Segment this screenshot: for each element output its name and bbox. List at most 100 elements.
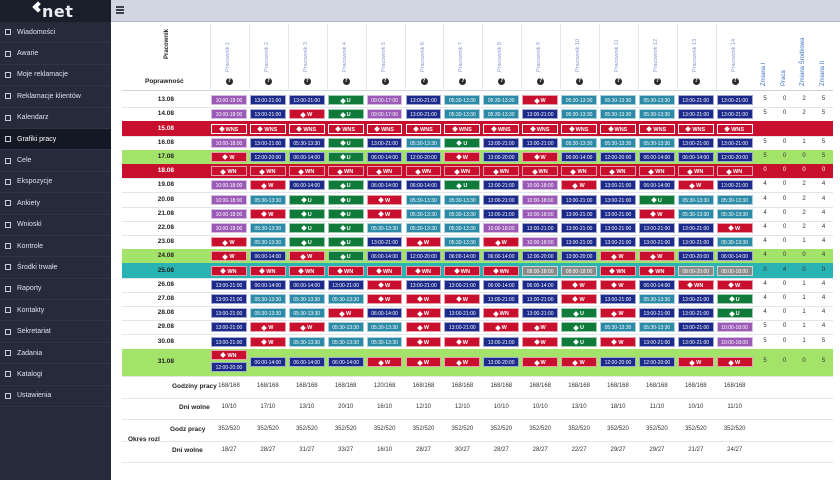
sidebar-item-catalog[interactable]: Katalogi <box>0 364 111 386</box>
shift-cell-w[interactable]: W <box>249 322 286 333</box>
shift-cell-wn[interactable]: WN <box>638 166 675 177</box>
shift-cell[interactable]: 10:00-18:00 <box>522 208 559 219</box>
shift-cell[interactable]: 05:30-13:30 <box>677 194 714 205</box>
sidebar-item-display[interactable]: Ekspozycje <box>0 172 111 194</box>
shift-cell[interactable]: 06:00-14:00 <box>366 180 403 191</box>
shift-cell-w[interactable]: W <box>561 357 597 368</box>
sidebar-item-office[interactable]: Sekretariat <box>0 321 111 343</box>
shift-cell[interactable]: 13:00-21:00 <box>288 95 325 106</box>
shift-cell[interactable]: 05:30-13:30 <box>483 95 520 106</box>
shift-cell-wns[interactable]: WNS <box>677 123 714 134</box>
shift-cell-w[interactable]: W <box>716 357 753 368</box>
sidebar-item-target[interactable]: Cele <box>0 150 111 172</box>
shift-cell[interactable]: 05:30-13:30 <box>249 308 286 319</box>
shift-cell-wn[interactable]: WN <box>483 265 520 276</box>
shift-cell-wn[interactable]: WN <box>249 265 286 276</box>
shift-cell[interactable]: 06:00-14:00 <box>638 151 675 162</box>
shift-cell-wn[interactable]: WN <box>327 166 364 177</box>
shift-cell[interactable]: 13:00-21:00 <box>444 279 481 290</box>
employee-name[interactable]: Pracownik 4 <box>341 42 348 72</box>
shift-cell-u[interactable]: U <box>638 194 675 205</box>
shift-cell[interactable]: 13:00-21:00 <box>638 308 675 319</box>
shift-cell[interactable]: 06:00-14:00 <box>483 279 520 290</box>
shift-cell-wn[interactable]: WN <box>444 265 481 276</box>
shift-cell[interactable]: 06:00-14:00 <box>366 251 403 262</box>
shift-cell[interactable]: 10:00-18:00 <box>716 336 753 347</box>
shift-cell-w[interactable]: W <box>288 109 325 120</box>
shift-cell[interactable]: 13:00-21:00 <box>249 109 286 120</box>
shift-cell-w[interactable]: W <box>522 322 559 333</box>
shift-cell[interactable]: 13:00-21:00 <box>561 194 597 205</box>
sidebar-item-calendar[interactable]: Kalendarz <box>0 108 111 129</box>
shift-cell-wn[interactable]: WN <box>366 166 403 177</box>
shift-cell[interactable]: 05:30-13:30 <box>483 109 520 120</box>
shift-cell[interactable]: 05:30-13:30 <box>600 137 636 148</box>
help-icon[interactable]: ? <box>692 78 700 85</box>
shift-cell[interactable]: 09:00-17:00 <box>366 95 403 106</box>
shift-cell[interactable]: 12:00-20:00 <box>405 151 442 162</box>
shift-cell[interactable]: 13:00-21:00 <box>366 137 403 148</box>
shift-cell[interactable]: 13:00-21:00 <box>716 95 753 106</box>
shift-cell[interactable]: 05:30-13:30 <box>366 222 403 233</box>
shift-cell-w[interactable]: W <box>638 251 675 262</box>
shift-cell[interactable]: 06:00-14:00 <box>249 279 286 290</box>
shift-cell[interactable]: 10:00-18:00 <box>522 237 559 248</box>
shift-cell[interactable]: 13:00-21:00 <box>483 180 520 191</box>
shift-cell[interactable]: 05:30-13:30 <box>327 293 364 304</box>
shift-cell-wn[interactable]: WN <box>211 166 247 177</box>
shift-cell[interactable]: 13:00-21:00 <box>561 208 597 219</box>
shift-cell[interactable]: 13:00-21:00 <box>405 95 442 106</box>
shift-cell-w[interactable]: W <box>561 293 597 304</box>
shift-cell-w[interactable]: W <box>249 180 286 191</box>
sidebar-item-settings[interactable]: Ustawienia <box>0 386 111 408</box>
shift-cell[interactable]: 12:00-20:00 <box>522 251 559 262</box>
shift-cell[interactable]: 06:00-14:00 <box>561 151 597 162</box>
shift-cell-wn[interactable]: WN <box>677 166 714 177</box>
sidebar-item-tasks[interactable]: Zadania <box>0 343 111 365</box>
shift-cell-u[interactable]: U <box>288 194 325 205</box>
shift-cell[interactable]: 13:00-21:00 <box>483 336 520 347</box>
shift-cell-u[interactable]: U <box>716 308 753 319</box>
shift-cell-u[interactable]: U <box>288 208 325 219</box>
shift-cell-w[interactable]: W <box>249 336 286 347</box>
shift-cell[interactable]: 10:00-18:00 <box>522 180 559 191</box>
shift-cell-wn[interactable]: WN <box>483 308 520 319</box>
shift-cell-wn[interactable]: WN <box>327 265 364 276</box>
shift-cell[interactable]: 05:30-13:30 <box>444 194 481 205</box>
shift-cell-w[interactable]: W <box>638 208 675 219</box>
shift-cell-u[interactable]: U <box>327 194 364 205</box>
shift-cell-u[interactable]: U <box>327 237 364 248</box>
shift-cell[interactable]: 10:00-18:00 <box>716 322 753 333</box>
shift-cell-w[interactable]: W <box>600 336 636 347</box>
shift-cell[interactable]: 05:30-13:30 <box>249 293 286 304</box>
shift-cell[interactable]: 13:00-21:00 <box>677 137 714 148</box>
shift-cell-u[interactable]: U <box>561 322 597 333</box>
shift-cell-w[interactable]: W <box>405 322 442 333</box>
shift-cell[interactable]: 06:00-14:00 <box>366 308 403 319</box>
shift-cell-u[interactable]: U <box>327 95 364 106</box>
shift-cell[interactable]: 05:30-13:30 <box>405 222 442 233</box>
shift-cell-wns[interactable]: WNS <box>405 123 442 134</box>
employee-name[interactable]: Pracownik 12 <box>652 38 659 72</box>
shift-cell[interactable]: 05:30-13:30 <box>716 208 753 219</box>
shift-cell-wn[interactable]: WN <box>405 265 442 276</box>
shift-cell[interactable]: 13:00-21:00 <box>366 237 403 248</box>
shift-cell[interactable]: 05:30-13:30 <box>405 208 442 219</box>
sidebar-item-warning[interactable]: Awarie <box>0 43 111 65</box>
shift-cell[interactable]: 12:00-20:00 <box>405 251 442 262</box>
help-icon[interactable]: ? <box>459 78 467 85</box>
shift-cell-w[interactable]: W <box>561 279 597 290</box>
shift-cell[interactable]: 05:30-13:30 <box>600 95 636 106</box>
shift-cell[interactable]: 13:00-21:00 <box>327 279 364 290</box>
shift-cell[interactable]: 05:30-13:30 <box>638 137 675 148</box>
shift-cell[interactable]: 05:30-13:30 <box>716 194 753 205</box>
shift-cell-w[interactable]: W <box>716 222 753 233</box>
employee-name[interactable]: Pracownik 7 <box>458 42 465 72</box>
employee-name[interactable]: Pracownik 10 <box>575 38 582 72</box>
shift-cell-w[interactable]: W <box>522 95 559 106</box>
shift-cell-w[interactable]: W <box>288 322 325 333</box>
shift-cell[interactable]: 05:30-13:30 <box>638 95 675 106</box>
shift-cell[interactable]: 05:30-13:30 <box>561 95 597 106</box>
shift-cell-wns[interactable]: WNS <box>483 123 520 134</box>
shift-cell-wn[interactable]: WN <box>405 166 442 177</box>
